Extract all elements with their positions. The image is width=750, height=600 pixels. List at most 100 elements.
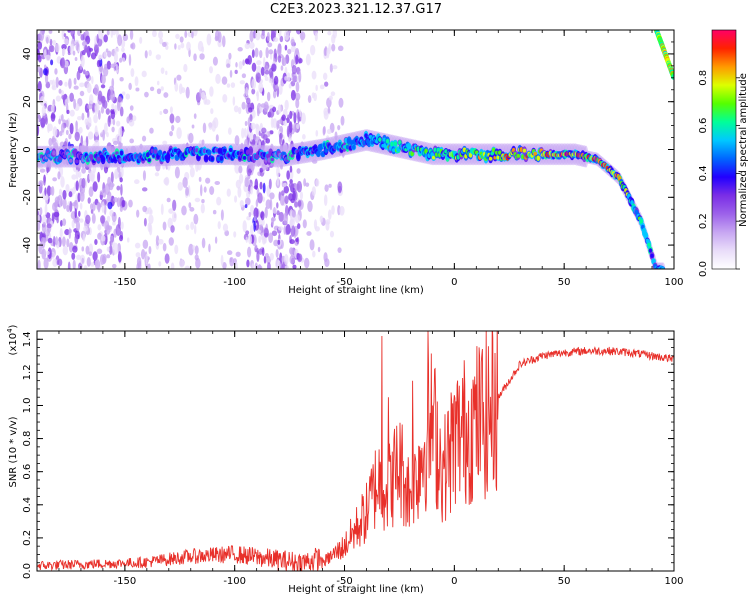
heatmap-noise-cell — [251, 88, 256, 95]
heatmap-noise-cell — [97, 232, 102, 240]
heatmap-noise-cell — [338, 97, 344, 108]
heatmap-noise-cell — [244, 42, 250, 50]
ridge-core-cell — [385, 138, 390, 144]
heatmap-noise-cell — [208, 122, 213, 130]
heatmap-noise-cell — [256, 107, 260, 117]
heatmap-noise-cell — [283, 253, 289, 266]
heatmap-noise-cell — [276, 176, 280, 186]
heatmap-noise-cell — [228, 52, 232, 60]
heatmap-noise-cell — [312, 250, 316, 258]
heatmap-noise-cell — [92, 251, 98, 261]
heatmap-noise-cell — [147, 263, 151, 269]
heatmap-noise-cell — [272, 207, 278, 214]
heatmap-noise-cell — [172, 211, 177, 223]
heatmap-noise-cell — [55, 95, 61, 102]
heatmap-noise-cell — [235, 261, 238, 269]
heatmap-noise-cell — [148, 214, 154, 225]
heatmap-noise-cell — [57, 171, 61, 180]
heatmap-noise-cell — [43, 174, 46, 186]
heatmap-noise-cell — [283, 185, 290, 194]
heatmap-noise-cell — [264, 252, 269, 258]
heatmap-noise-cell — [106, 246, 110, 252]
heatmap-noise-cell — [249, 41, 255, 49]
heatmap-noise-cell — [253, 216, 257, 222]
heatmap-noise-cell — [261, 127, 267, 134]
heatmap-noise-cell — [164, 176, 170, 186]
heatmap-noise-cell — [61, 44, 67, 50]
colorbar-tick-label: 0.2 — [698, 213, 709, 229]
heatmap-noise-cell — [211, 120, 217, 132]
heatmap-noise-cell — [67, 30, 71, 33]
x-tick-label: -100 — [223, 277, 246, 288]
heatmap-noise-cell — [61, 30, 65, 40]
heatmap-noise-cell — [109, 235, 114, 243]
heatmap-noise-cell — [279, 35, 284, 43]
heatmap-noise-cell — [256, 91, 259, 97]
heatmap-noise-cell — [332, 30, 338, 39]
heatmap-noise-cell — [234, 135, 240, 146]
heatmap-noise-cell — [106, 254, 111, 259]
heatmap-noise-cell — [251, 78, 257, 90]
heatmap-noise-cell — [241, 101, 246, 110]
heatmap-noise-cell — [72, 245, 78, 253]
heatmap-noise-cell — [81, 177, 86, 189]
heatmap-noise-cell — [96, 248, 103, 255]
heatmap-noise-cell — [43, 68, 48, 76]
heatmap-noise-cell — [232, 96, 236, 106]
heatmap-noise-cell — [160, 86, 164, 91]
heatmap-noise-cell — [149, 86, 155, 92]
y-tick-label: 1.0 — [22, 398, 33, 414]
heatmap-noise-cell — [239, 80, 246, 85]
heatmap-noise-cell — [233, 231, 237, 238]
heatmap-noise-cell — [111, 126, 115, 133]
heatmap-noise-cell — [212, 209, 217, 215]
ridge-core-cell — [158, 150, 162, 155]
snr-ticks: -150 -100 -50 0 50 100 0.0 0.2 0.4 0.6 0.8 1.0 1.2 1.… — [22, 330, 684, 587]
heatmap-noise-cell — [243, 127, 247, 138]
heatmap-noise-cell — [98, 54, 102, 61]
heatmap-noise-cell — [156, 88, 162, 95]
heatmap-noise-cell — [110, 171, 114, 184]
heatmap-noise-cell — [179, 36, 184, 43]
heatmap-noise-cell — [267, 262, 271, 269]
heatmap-noise-cell — [47, 237, 53, 244]
heatmap-noise-cell — [245, 236, 248, 243]
heatmap-noise-cell — [288, 193, 294, 201]
heatmap-noise-cell — [277, 54, 282, 63]
heatmap-noise-cell — [276, 166, 280, 178]
heatmap-noise-cell — [189, 207, 195, 212]
heatmap-noise-cell — [265, 46, 269, 59]
heatmap-noise-cell — [53, 211, 60, 218]
heatmap-noise-cell — [194, 197, 201, 203]
heatmap-noise-cell — [269, 130, 274, 135]
x-tick-label: -50 — [336, 277, 352, 288]
heatmap-noise-cell — [98, 30, 104, 40]
heatmap-noise-cell — [142, 239, 149, 250]
y-tick-label: 0.6 — [22, 464, 33, 480]
heatmap-noise-cell — [245, 197, 251, 206]
heatmap-noise-cell — [322, 72, 328, 81]
ridge-core-cell — [196, 155, 201, 160]
heatmap-noise-cell — [83, 225, 88, 232]
heatmap-noise-cell — [100, 95, 106, 104]
heatmap-noise-cell — [92, 181, 98, 192]
heatmap-noise-cell — [59, 228, 63, 239]
heatmap-noise-cell — [38, 55, 42, 63]
heatmap-noise-cell — [111, 211, 117, 223]
heatmap-noise-cell — [268, 49, 274, 55]
heatmap-noise-cell — [256, 60, 262, 66]
heatmap-noise-cell — [77, 30, 82, 37]
ridge-core-cell — [296, 154, 301, 160]
heatmap-noise-cell — [297, 223, 301, 230]
heatmap-noise-cell — [41, 222, 47, 234]
heatmap-noise-cell — [96, 33, 99, 44]
heatmap-noise-cell — [319, 84, 325, 90]
heatmap-noise-cell — [160, 67, 165, 74]
heatmap-noise-cell — [272, 106, 277, 113]
heatmap-noise-cell — [147, 207, 152, 215]
heatmap-noise-cell — [307, 95, 312, 104]
heatmap-noise-cell — [81, 167, 86, 174]
ridge-core-cell — [407, 145, 411, 149]
heatmap-noise-cell — [226, 83, 231, 88]
heatmap-noise-cell — [235, 62, 238, 68]
